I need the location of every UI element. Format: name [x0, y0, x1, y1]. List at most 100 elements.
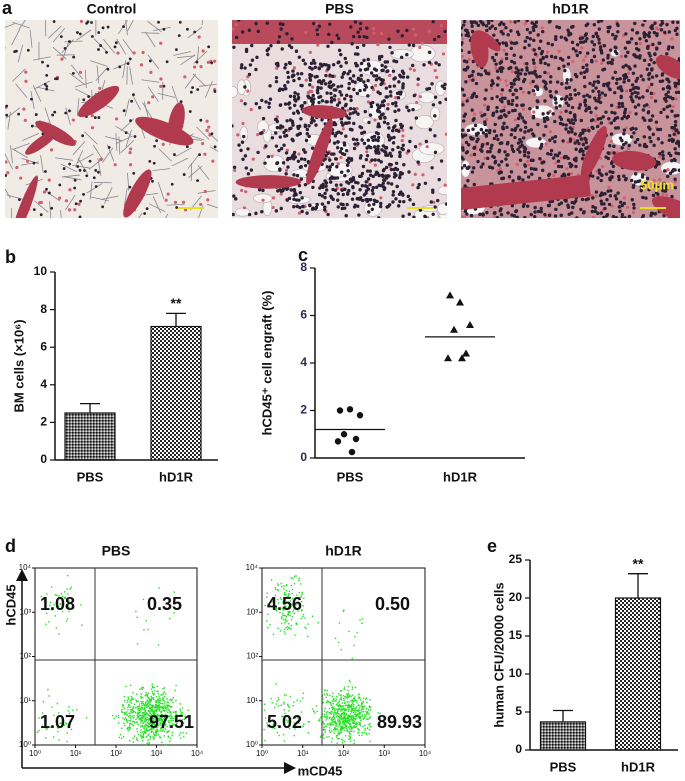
event-dot [136, 693, 137, 694]
event-dot [345, 705, 346, 706]
nucleus [511, 93, 514, 96]
nucleus [483, 123, 486, 126]
event-dot [286, 585, 287, 586]
event-dot [347, 731, 348, 732]
nucleus [603, 44, 606, 47]
event-dot [345, 728, 346, 729]
nucleus [510, 170, 513, 173]
event-dot [290, 696, 291, 697]
nucleus [348, 117, 351, 120]
nucleus [392, 77, 395, 80]
nucleus [405, 29, 408, 32]
event-dot [278, 699, 279, 700]
event-dot [148, 742, 149, 743]
nucleus [608, 170, 611, 173]
event-dot [182, 707, 183, 708]
rbc [201, 142, 204, 145]
quadrant-value: 0.35 [147, 594, 182, 614]
event-dot [357, 705, 358, 706]
event-dot [319, 718, 320, 719]
nucleus [378, 57, 381, 60]
event-dot [128, 713, 129, 714]
event-dot [152, 736, 153, 737]
nucleus [649, 58, 652, 61]
nucleus [506, 163, 509, 166]
nucleus [551, 43, 554, 46]
y-tick-label: 0 [515, 742, 522, 756]
nucleus [214, 145, 217, 148]
nucleus [394, 101, 397, 104]
nucleus [557, 165, 560, 168]
nucleus [51, 114, 54, 117]
nucleus [333, 123, 336, 126]
nucleus [383, 150, 386, 153]
event-dot [338, 642, 339, 643]
nucleus [299, 191, 302, 194]
nucleus [344, 214, 347, 217]
nucleus [605, 172, 608, 175]
rbc [544, 142, 547, 145]
event-dot [325, 717, 326, 718]
nucleus [585, 24, 588, 27]
nucleus [588, 82, 591, 85]
nucleus [643, 19, 646, 22]
nucleus [570, 25, 573, 28]
nucleus [615, 82, 618, 85]
nucleus [559, 122, 562, 125]
event-dot [336, 699, 337, 700]
nucleus [254, 212, 257, 215]
plot-title: hD1R [325, 543, 362, 559]
event-dot [286, 616, 287, 617]
nucleus [370, 158, 373, 161]
nucleus [255, 56, 258, 59]
nucleus [241, 141, 244, 144]
nucleus [191, 86, 194, 89]
nucleus [321, 186, 324, 189]
nucleus [360, 62, 363, 65]
nucleus [554, 208, 557, 211]
nucleus [511, 99, 514, 102]
nucleus [386, 107, 389, 110]
nucleus [633, 22, 636, 25]
event-dot [129, 716, 130, 717]
event-dot [129, 705, 130, 706]
nucleus [501, 67, 504, 70]
nucleus [470, 214, 473, 217]
event-dot [343, 695, 344, 696]
nucleus [473, 153, 476, 156]
nucleus [539, 58, 542, 61]
nucleus [381, 173, 384, 176]
nucleus [331, 163, 334, 166]
significance: ** [171, 295, 182, 311]
event-dot [355, 711, 356, 712]
nucleus [369, 174, 372, 177]
event-dot [152, 705, 153, 706]
nucleus [85, 22, 88, 25]
nucleus [565, 101, 568, 104]
event-dot [125, 717, 126, 718]
nucleus [613, 111, 616, 114]
nucleus [300, 196, 303, 199]
nucleus [664, 99, 667, 102]
nucleus [618, 205, 621, 208]
rbc [91, 126, 94, 129]
nucleus [328, 23, 331, 26]
event-dot [174, 690, 175, 691]
rbc [374, 164, 377, 167]
nucleus [330, 100, 333, 103]
nucleus [546, 111, 549, 114]
nucleus [618, 105, 621, 108]
rbc [309, 89, 312, 92]
nucleus [517, 69, 520, 72]
y-tick-label: 15 [509, 628, 523, 642]
nucleus [286, 158, 289, 161]
nucleus [503, 97, 506, 100]
nucleus [653, 53, 656, 56]
y-tick-label: 10³ [19, 607, 31, 616]
nucleus [565, 86, 568, 89]
nucleus [673, 82, 676, 85]
event-dot [183, 736, 184, 737]
nucleus [395, 129, 398, 132]
bar [151, 327, 201, 460]
nucleus [261, 189, 264, 192]
